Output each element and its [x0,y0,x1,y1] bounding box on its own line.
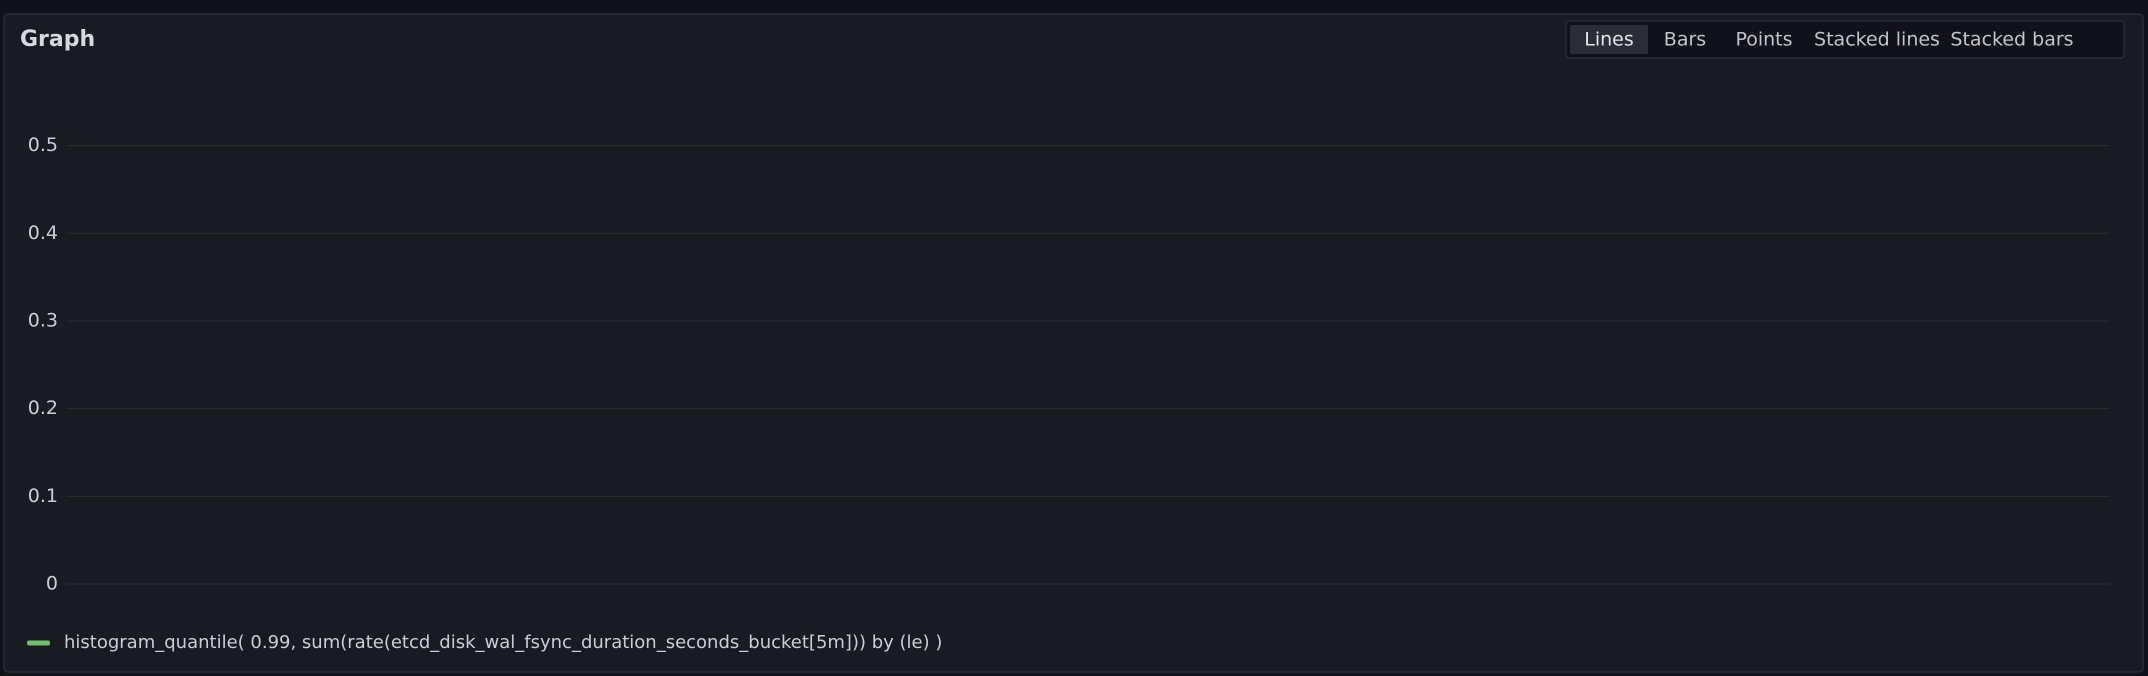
view-option-label: Stacked bars [1950,29,2073,51]
view-toggle-group [1565,20,2125,59]
legend-swatch[interactable] [27,640,50,646]
view-option-button[interactable]: Bars [1664,29,1706,51]
active-button-bg [1570,25,1648,54]
y-tick-label: 0 [46,573,58,595]
view-option-label: Bars [1664,29,1706,51]
panel-title: Graph [20,27,95,52]
view-option-button[interactable]: Points [1735,29,1792,51]
view-option-button[interactable]: Stacked bars [1950,29,2073,51]
view-option-button[interactable]: Lines [1570,25,1648,54]
legend-label[interactable]: histogram_quantile( 0.99, sum(rate(etcd_… [64,632,942,653]
y-tick-label: 0.3 [28,309,58,331]
y-tick-label: 0.1 [28,485,58,507]
view-option-button[interactable]: Stacked lines [1814,29,1940,51]
y-tick-label: 0.4 [28,222,58,244]
panel-frame [3,13,2144,673]
view-option-label: Lines [1584,29,1634,51]
y-tick-label: 0.2 [28,397,58,419]
view-option-label: Points [1735,29,1792,51]
y-tick-label: 0.5 [28,134,58,156]
view-option-label: Stacked lines [1814,29,1940,51]
